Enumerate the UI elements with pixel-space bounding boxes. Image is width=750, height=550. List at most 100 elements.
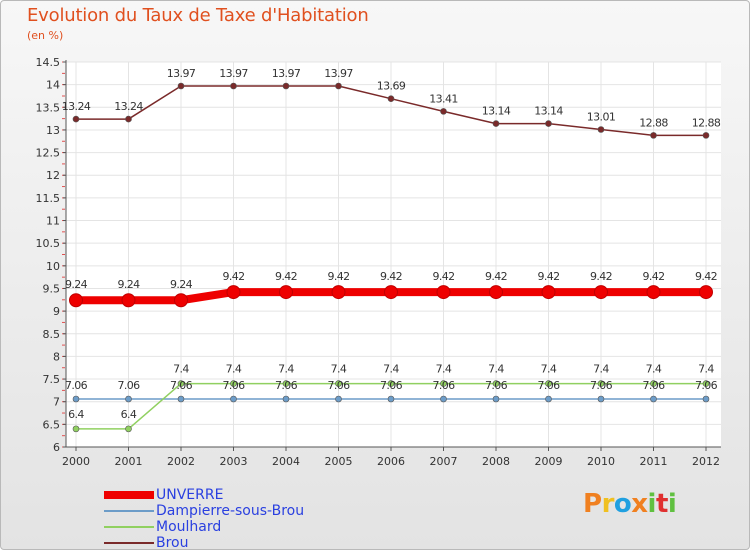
data-label: 7.06	[327, 379, 350, 392]
x-tick-label: 2012	[692, 455, 720, 468]
data-label: 13.97	[219, 67, 248, 80]
y-tick-label: 7.5	[43, 373, 61, 386]
data-point	[594, 285, 608, 300]
data-point	[545, 120, 552, 127]
data-label: 9.42	[642, 270, 664, 283]
data-label: 7.06	[275, 379, 298, 392]
data-label: 7.4	[436, 363, 452, 376]
y-tick-label: 14.5	[36, 56, 61, 69]
data-label: 9.24	[65, 278, 88, 291]
x-tick-label: 2011	[640, 455, 668, 468]
data-label: 9.42	[432, 270, 454, 283]
data-point	[436, 285, 451, 300]
y-tick-label: 13.5	[36, 101, 61, 114]
data-label: 13.97	[167, 67, 196, 80]
data-point	[387, 380, 395, 387]
data-label: 7.4	[698, 363, 714, 376]
legend-label: Brou	[156, 535, 189, 550]
data-label: 13.01	[587, 110, 616, 123]
data-point	[282, 395, 290, 403]
data-label: 7.06	[642, 379, 665, 392]
data-point	[335, 395, 342, 403]
data-point	[72, 115, 80, 123]
data-point	[279, 285, 293, 300]
data-point	[702, 395, 710, 403]
x-tick-label: 2010	[587, 455, 615, 468]
logo-letter: o	[613, 489, 632, 519]
y-tick-label: 8.5	[43, 328, 61, 341]
data-label: 7.06	[170, 379, 193, 392]
data-point	[125, 425, 132, 433]
data-point	[282, 82, 290, 90]
legend-swatch	[104, 491, 154, 499]
data-point	[489, 285, 503, 300]
data-point	[492, 380, 500, 387]
data-label: 13.97	[324, 67, 353, 80]
y-tick-label: 11.5	[36, 192, 61, 205]
data-label: 13.97	[272, 67, 301, 80]
x-tick-label: 2004	[272, 455, 300, 468]
y-tick-label: 14	[46, 79, 60, 92]
data-label: 7.06	[537, 379, 560, 392]
data-label: 9.42	[590, 270, 612, 283]
data-label: 7.06	[590, 379, 613, 392]
logo-letter: i	[647, 489, 657, 519]
data-point	[121, 293, 136, 308]
data-point	[387, 395, 395, 403]
data-point	[331, 285, 346, 300]
logo-letter: r	[601, 489, 615, 519]
data-point	[597, 395, 605, 403]
x-tick-label: 2006	[377, 455, 405, 468]
data-label: 6.4	[68, 408, 84, 421]
legend-swatch	[104, 542, 154, 544]
data-label: 7.4	[488, 363, 504, 376]
legend-label: Dampierre-sous-Brou	[156, 503, 305, 519]
data-point	[387, 95, 395, 102]
data-label: 13.24	[62, 100, 91, 113]
data-label: 13.24	[114, 100, 143, 113]
data-point	[384, 285, 398, 300]
data-point	[335, 82, 342, 90]
data-label: 7.06	[117, 379, 140, 392]
data-point	[440, 380, 447, 387]
y-tick-label: 9.5	[43, 282, 61, 295]
chart-title: Evolution du Taux de Taxe d'Habitation	[27, 5, 369, 26]
data-label: 9.42	[222, 270, 244, 283]
data-label: 7.4	[646, 363, 662, 376]
legend-swatch	[104, 526, 154, 528]
data-label: 7.06	[485, 379, 508, 392]
data-label: 9.42	[485, 270, 507, 283]
data-label: 13.41	[429, 92, 458, 105]
x-tick-label: 2000	[62, 455, 90, 468]
data-label: 7.4	[331, 363, 347, 376]
data-point	[492, 395, 500, 403]
data-label: 7.4	[226, 363, 242, 376]
data-label: 13.14	[482, 105, 511, 118]
data-label: 9.42	[275, 270, 297, 283]
x-tick-label: 2009	[535, 455, 563, 468]
data-point	[646, 285, 661, 300]
y-tick-label: 8	[53, 350, 60, 363]
data-point	[545, 395, 552, 403]
data-point	[125, 115, 132, 123]
data-point	[174, 293, 188, 308]
y-tick-label: 12	[46, 169, 60, 182]
data-point	[545, 380, 552, 387]
data-point	[226, 285, 241, 300]
data-point	[650, 132, 657, 139]
data-point	[440, 108, 447, 115]
data-point	[597, 126, 605, 133]
data-label: 7.4	[593, 363, 609, 376]
y-tick-label: 10	[46, 260, 60, 273]
data-point	[702, 132, 710, 139]
data-point	[177, 380, 185, 387]
data-label: 13.69	[377, 80, 406, 93]
y-tick-label: 6.5	[43, 418, 61, 431]
legend-label: UNVERRE	[156, 487, 224, 503]
data-label: 7.06	[65, 379, 88, 392]
data-label: 9.42	[695, 270, 717, 283]
data-label: 7.06	[380, 379, 403, 392]
data-point	[72, 425, 80, 433]
logo-letter: i	[667, 489, 677, 519]
data-label: 9.24	[170, 278, 193, 291]
